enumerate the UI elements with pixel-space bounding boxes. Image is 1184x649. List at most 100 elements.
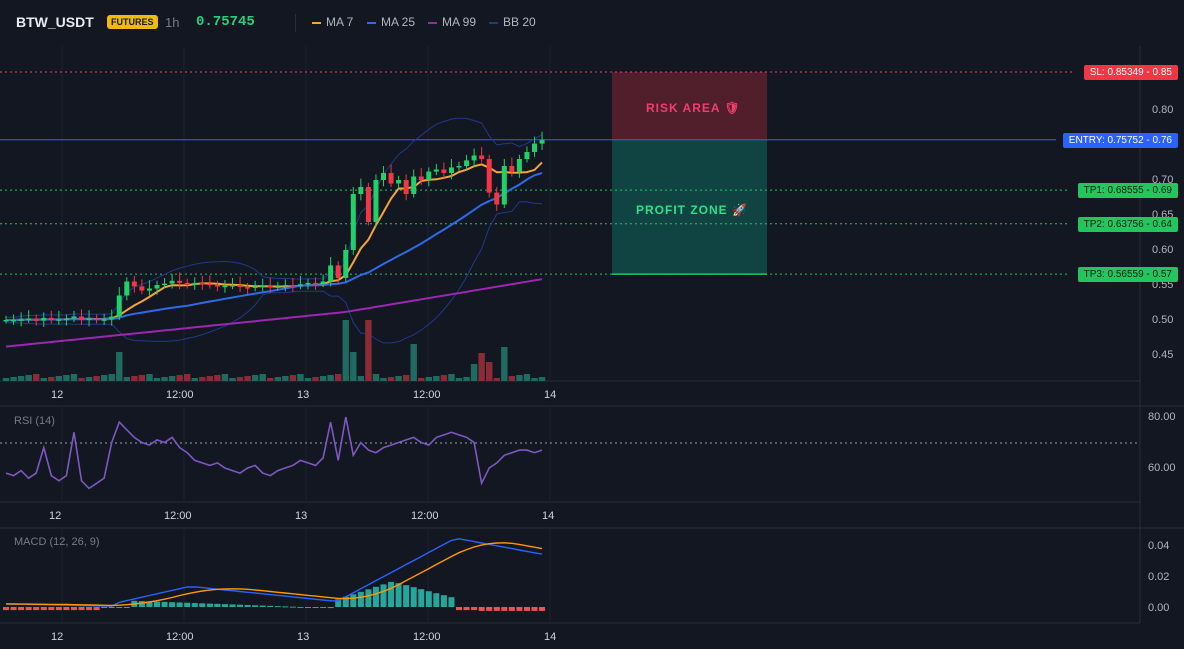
candle-body — [139, 286, 145, 291]
candle-body — [267, 285, 273, 288]
candle-body — [222, 285, 228, 288]
macd-histogram-bar — [372, 586, 379, 607]
volume-bar — [304, 378, 312, 381]
profit-zone — [612, 139, 767, 275]
legend-ma7[interactable]: MA 7 — [312, 15, 353, 29]
volume-bar — [387, 377, 395, 381]
symbol-name[interactable]: BTW_USDT — [16, 14, 94, 30]
candle-body — [464, 160, 470, 166]
price-tick: 0.80 — [1152, 104, 1174, 116]
time-tick: 14 — [542, 510, 555, 522]
time-tick: 14 — [544, 631, 557, 643]
macd-histogram-bar — [70, 607, 77, 611]
macd-histogram-bar — [108, 607, 115, 608]
macd-histogram-bar — [471, 607, 478, 611]
candle-body — [199, 282, 205, 285]
legend-ma99[interactable]: MA 99 — [428, 15, 476, 29]
macd-histogram-bar — [380, 584, 387, 607]
candle-body — [388, 173, 394, 184]
macd-histogram-bar — [267, 605, 274, 607]
candle-body — [305, 282, 311, 285]
volume-bar — [516, 375, 523, 381]
time-tick: 13 — [295, 510, 308, 522]
volume-bar — [100, 375, 108, 381]
volume-bar — [365, 320, 372, 381]
macd-histogram-bar — [274, 606, 281, 608]
candle-body — [282, 285, 288, 287]
volume-bar — [410, 344, 417, 381]
volume-bar — [455, 378, 463, 381]
macd-histogram-bar — [116, 607, 123, 608]
macd-pane — [3, 538, 546, 611]
candle-body — [252, 286, 258, 288]
risk-area-label: RISK AREA 🛡 — [646, 101, 741, 115]
candle-body — [373, 180, 379, 222]
macd-histogram-bar — [214, 603, 221, 607]
ma99-line — [5, 278, 543, 348]
macd-histogram-bar — [55, 607, 62, 611]
volume-bar — [319, 376, 327, 381]
candle-body — [207, 283, 213, 286]
volume-bar — [206, 376, 214, 381]
ma7-swatch — [312, 21, 321, 24]
macd-histogram-bar — [342, 596, 349, 607]
futures-badge: FUTURES — [107, 15, 158, 29]
candle-body — [486, 159, 492, 193]
bb-upper — [6, 117, 543, 318]
time-tick: 12:00 — [413, 631, 441, 643]
macd-histogram-bar — [146, 601, 153, 607]
macd-histogram-bar — [221, 604, 228, 607]
volume-bar — [425, 377, 432, 381]
macd-tick: 0.02 — [1148, 571, 1170, 583]
legend-ma25[interactable]: MA 25 — [367, 15, 415, 29]
candle-body — [509, 166, 515, 172]
macd-histogram-bar — [184, 602, 191, 607]
legend-ma7-label: MA 7 — [326, 15, 354, 29]
candle-body — [381, 173, 386, 180]
legend-ma99-label: MA 99 — [442, 15, 477, 29]
candle-body — [169, 280, 175, 284]
candle-body — [71, 316, 77, 319]
macd-histogram-bar — [327, 607, 334, 609]
volume-bar — [251, 375, 259, 381]
candlesticks — [3, 131, 545, 327]
macd-histogram-bar — [312, 607, 319, 608]
volume-bar — [470, 364, 478, 381]
volume-bar — [463, 377, 470, 381]
volume-bar — [221, 374, 229, 381]
macd-histogram-bar — [33, 607, 40, 611]
macd-histogram-bar — [433, 593, 440, 607]
tp1-tag[interactable]: TP1: 0.68555 - 0.69 — [1077, 183, 1178, 198]
volume-bar — [418, 378, 425, 381]
candle-body — [11, 320, 17, 322]
candle-body — [260, 285, 266, 288]
legend-bb20[interactable]: BB 20 — [489, 15, 536, 29]
macd-title: MACD (12, 26, 9) — [14, 536, 100, 548]
volume-bar — [168, 376, 176, 381]
candle-body — [539, 140, 545, 144]
candle-body — [154, 285, 160, 289]
candle-body — [343, 250, 349, 278]
tp2-tag[interactable]: TP2: 0.63756 - 0.64 — [1077, 217, 1178, 232]
volume-bar — [244, 376, 251, 381]
ma7-line — [6, 161, 543, 321]
interval-selector[interactable]: 1h — [165, 15, 180, 30]
stop-loss-tag[interactable]: SL: 0.85349 - 0.85 — [1083, 65, 1178, 80]
entry-tag[interactable]: ENTRY: 0.75752 - 0.76 — [1062, 133, 1178, 148]
candle-body — [124, 281, 130, 296]
ma25-swatch — [367, 21, 376, 24]
volume-bar — [259, 374, 266, 381]
macd-histogram-bar — [154, 601, 160, 607]
bb20-swatch — [489, 21, 498, 24]
macd-histogram-bar — [138, 601, 145, 607]
candle-body — [471, 155, 477, 161]
volume-bar — [327, 375, 334, 381]
rsi-tick: 80.00 — [1148, 411, 1176, 423]
volume-bar — [214, 375, 221, 381]
tp3-tag[interactable]: TP3: 0.56559 - 0.57 — [1077, 267, 1178, 282]
candle-body — [365, 187, 371, 222]
macd-histogram-bar — [410, 587, 417, 607]
macd-histogram-bar — [448, 597, 455, 607]
time-tick: 13 — [297, 389, 310, 401]
